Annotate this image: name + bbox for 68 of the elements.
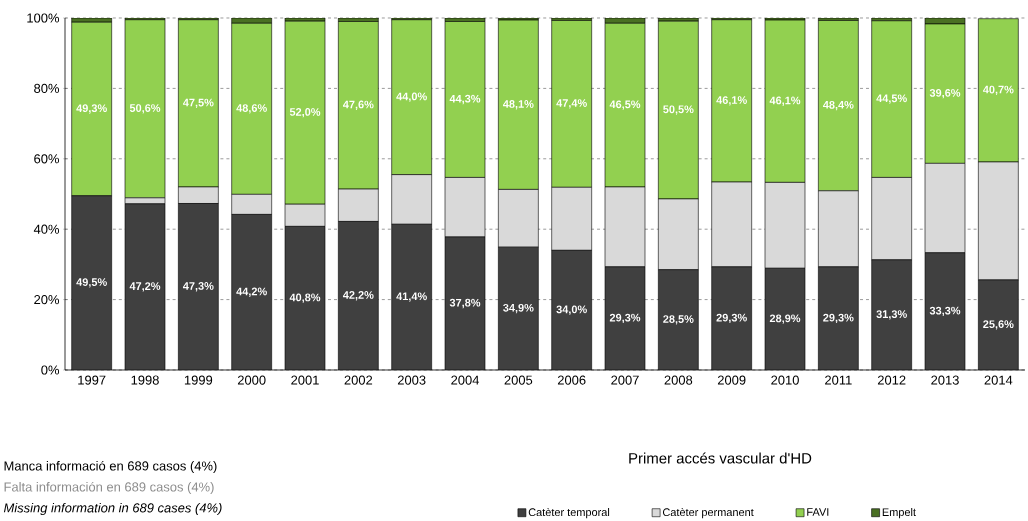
data-label: 47,3% xyxy=(182,281,214,292)
data-label: 46,1% xyxy=(716,95,747,106)
y-tick-label: 80% xyxy=(34,83,60,93)
y-tick-label: 0% xyxy=(41,365,60,375)
data-label: 46,5% xyxy=(609,100,641,110)
data-label: 42,2% xyxy=(342,290,374,301)
data-label: 29,3% xyxy=(716,313,747,323)
data-label: 31,3% xyxy=(876,310,907,320)
x-tick-label: 2004 xyxy=(451,375,480,385)
data-label: 37,8% xyxy=(449,298,481,308)
x-tick-label: 2008 xyxy=(664,375,693,385)
data-label: 44,5% xyxy=(876,94,907,104)
data-label: 28,9% xyxy=(769,314,801,324)
x-tick-label: 2013 xyxy=(931,375,959,385)
legend-label: Catèter temporal xyxy=(528,507,610,519)
x-tick-label: 2006 xyxy=(557,375,586,385)
data-label: 41,4% xyxy=(396,292,427,302)
data-label: 47,5% xyxy=(182,98,214,108)
data-label: 34,0% xyxy=(556,305,587,315)
x-tick-label: 2014 xyxy=(984,375,1013,385)
data-label: 47,6% xyxy=(342,100,374,110)
data-label: 39,6% xyxy=(929,88,961,99)
x-tick-label: 2010 xyxy=(771,375,799,385)
text: Missing information in 689 cases (4%) xyxy=(3,502,222,515)
data-label: 48,4% xyxy=(822,100,854,111)
x-tick-label: 1999 xyxy=(184,375,213,385)
data-label: 34,9% xyxy=(503,303,534,314)
text: Primer accés vascular d'HD xyxy=(629,452,812,464)
data-label: 44,3% xyxy=(449,94,481,104)
data-label: 50,5% xyxy=(663,105,694,115)
data-label: 33,3% xyxy=(929,306,961,316)
data-label: 29,3% xyxy=(609,313,641,323)
x-tick-label: 2001 xyxy=(291,375,319,385)
data-label: 49,3% xyxy=(76,104,107,114)
legend-label: FAVI xyxy=(807,507,829,516)
data-label: 52,0% xyxy=(289,107,321,118)
x-tick-label: 2005 xyxy=(504,375,533,385)
x-tick-label: 1998 xyxy=(131,375,159,385)
data-label: 44,0% xyxy=(396,92,427,102)
x-tick-label: 2002 xyxy=(344,375,373,385)
data-label: 49,5% xyxy=(76,277,107,288)
data-label: 25,6% xyxy=(983,320,1014,330)
x-tick-label: 2000 xyxy=(237,375,266,385)
y-tick-label: 60% xyxy=(34,153,60,164)
y-tick-label: 100% xyxy=(27,13,60,23)
data-label: 50,6% xyxy=(129,103,161,114)
data-label: 28,5% xyxy=(663,314,694,325)
y-tick-label: 40% xyxy=(33,224,60,234)
x-tick-label: 1997 xyxy=(78,375,106,385)
data-label: 46,1% xyxy=(769,96,801,106)
x-tick-label: 2009 xyxy=(717,375,746,385)
x-tick-label: 2003 xyxy=(397,375,426,385)
data-label: 48,6% xyxy=(236,103,267,114)
data-label: 47,2% xyxy=(129,282,161,292)
legend-label: Catèter permanent xyxy=(662,507,754,519)
x-tick-label: 2007 xyxy=(611,375,639,385)
data-label: 29,3% xyxy=(823,313,854,323)
text: Manca informació en 689 casos (4%) xyxy=(4,460,217,473)
data-label: 48,1% xyxy=(502,99,534,110)
text: Falta información en 689 casos (4%) xyxy=(4,481,214,494)
data-label: 40,7% xyxy=(982,85,1014,95)
y-tick-label: 20% xyxy=(34,294,60,304)
data-label: 44,2% xyxy=(236,287,267,297)
x-tick-label: 2011 xyxy=(825,375,852,385)
legend-label: Empelt xyxy=(882,507,916,518)
data-label: 40,8% xyxy=(289,293,321,303)
data-label: 47,4% xyxy=(556,98,587,109)
x-tick-label: 2012 xyxy=(877,375,906,385)
